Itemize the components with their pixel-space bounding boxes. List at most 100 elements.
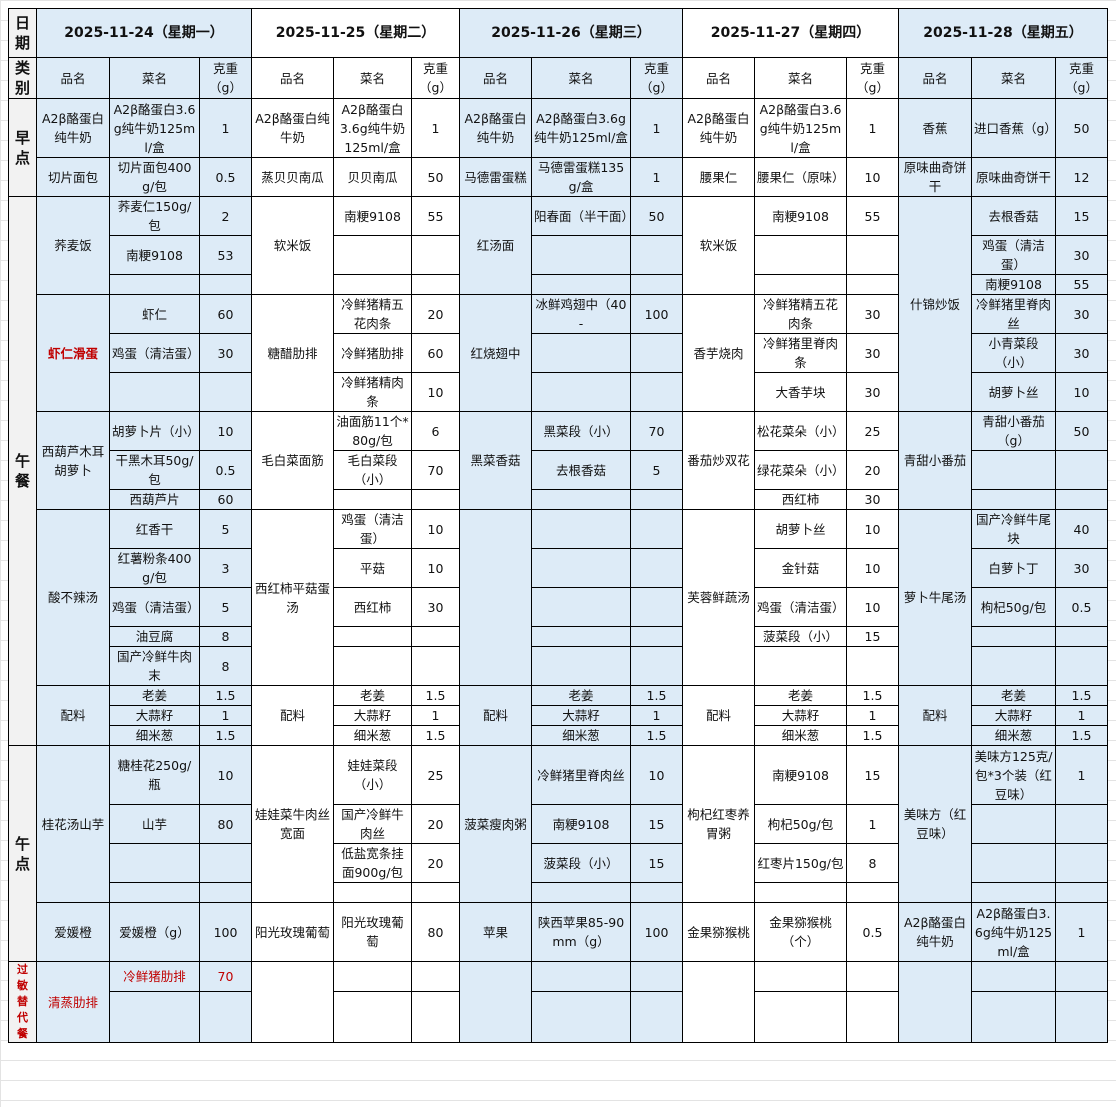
ingredient-name [971,991,1056,1043]
dish-name: 西葫芦木耳胡萝卜 [36,411,110,510]
ingredient-weight: 1.5 [1055,685,1108,706]
dish-name: 香蕉 [898,98,972,158]
ingredient-name: 胡萝卜丝 [754,509,847,549]
dish-name: 桂花汤山芋 [36,745,110,903]
column-header-dish: 品名 [459,57,532,99]
ingredient-weight: 10 [846,587,899,627]
ingredient-weight: 70 [630,411,683,451]
category-label: 日期 [8,8,37,58]
dish-name: 芙蓉鲜蔬汤 [682,509,755,686]
ingredient-name: 细米葱 [109,725,200,746]
table-row: 鸡蛋（清洁蛋） 30 冷鲜猪肋排 60 冷鲜猪里脊肉条 30 小青菜段（小） 30 [9,333,1108,373]
ingredient-weight [411,882,460,903]
ingredient-weight [630,587,683,627]
ingredient-name [531,626,631,647]
ingredient-weight: 1.5 [411,725,460,746]
dish-name: 虾仁滑蛋 [36,294,110,412]
ingredient-name: 细米葱 [531,725,631,746]
ingredient-name: 老姜 [333,685,412,706]
ingredient-weight [1055,450,1108,490]
ingredient-weight: 1.5 [846,685,899,706]
ingredient-name: 美味方125克/包*3个装（红豆味） [971,745,1056,805]
ingredient-weight: 50 [1055,411,1108,451]
ingredient-weight: 55 [846,196,899,236]
ingredient-weight: 30 [846,372,899,412]
ingredient-weight [199,843,252,883]
dish-name [459,961,532,1043]
ingredient-weight [630,489,683,510]
ingredient-name: 冷鲜猪里脊肉丝 [531,745,631,805]
ingredient-name: 大香芋块 [754,372,847,412]
ingredient-weight: 30 [411,587,460,627]
date-header: 2025-11-28（星期五） [898,8,1108,58]
ingredient-name: 鸡蛋（清洁蛋） [109,333,200,373]
ingredient-weight: 10 [846,509,899,549]
ingredient-weight: 1.5 [1055,725,1108,746]
ingredient-name [754,991,847,1043]
column-header-weight: 克重（g） [1055,57,1108,99]
dish-name: 爱媛橙 [36,902,110,962]
ingredient-name: 西红柿 [333,587,412,627]
ingredient-weight: 50 [1055,98,1108,158]
dish-name: 配料 [36,685,110,746]
category-label: 午餐 [8,196,37,746]
ingredient-name: 菠菜段（小） [531,843,631,883]
ingredient-name [109,274,200,295]
ingredient-name [333,489,412,510]
ingredient-weight: 10 [846,548,899,588]
ingredient-weight: 5 [630,450,683,490]
ingredient-name: 去根香菇 [971,196,1056,236]
ingredient-name: 冰鲜鸡翅中（40- [531,294,631,334]
ingredient-weight: 10 [199,745,252,805]
ingredient-name: A2β酪蛋白3.6g纯牛奶125ml/盒 [109,98,200,158]
ingredient-name: 细米葱 [754,725,847,746]
table-row: 西葫芦木耳胡萝卜 胡萝卜片（小） 10 毛白菜面筋 油面筋11个*80g/包 6 黑菜香菇黑… [9,411,1108,510]
ingredient-name [971,646,1056,686]
ingredient-weight [630,882,683,903]
ingredient-weight [411,489,460,510]
dish-name: 配料 [682,685,755,746]
date-header: 2025-11-25（星期二） [251,8,460,58]
ingredient-weight [1055,843,1108,883]
ingredient-name: 冷鲜猪精五花肉条 [754,294,847,334]
dish-name: A2β酪蛋白纯牛奶 [36,98,110,158]
column-header-weight: 克重（g） [199,57,252,99]
ingredient-name: 陕西苹果85-90mm（g） [531,902,631,962]
dish-name: 菠菜瘦肉粥 [459,745,532,903]
weekly-menu-table: 日期 2025-11-24（星期一） 2025-11-25（星期二） 2025-11-… [8,8,1108,1043]
ingredient-weight: 25 [846,411,899,451]
table-row: 油豆腐 8 菠菜段（小） 15 [9,626,1108,647]
ingredient-weight: 1.5 [630,685,683,706]
ingredient-weight: 30 [1055,333,1108,373]
dish-name: 配料 [251,685,334,746]
ingredient-weight [1055,489,1108,510]
category-label: 过敏替代餐 [8,961,37,1043]
ingredient-name [531,991,631,1043]
ingredient-weight: 30 [199,333,252,373]
dish-name: 配料 [459,685,532,746]
dish-name: 娃娃菜牛肉丝宽面 [251,745,334,903]
ingredient-name: 菠菜段（小） [754,626,847,647]
ingredient-name: 老姜 [754,685,847,706]
ingredient-name [754,235,847,275]
ingredient-weight: 1 [199,705,252,726]
ingredient-name: 老姜 [971,685,1056,706]
ingredient-name: 胡萝卜丝 [971,372,1056,412]
ingredient-weight: 60 [199,294,252,334]
dish-name: 香芋烧肉 [682,294,755,412]
column-header-dish: 品名 [682,57,755,99]
ingredient-weight: 1 [1055,902,1108,962]
ingredient-name: 干黑木耳50g/包 [109,450,200,490]
ingredient-name: 阳光玫瑰葡萄 [333,902,412,962]
column-header-item: 菜名 [754,57,847,99]
ingredient-weight [630,991,683,1043]
date-header: 2025-11-26（星期三） [459,8,683,58]
ingredient-weight: 10 [1055,372,1108,412]
dish-name: 腰果仁 [682,157,755,197]
table-row: 国产冷鲜牛肉末 8 [9,646,1108,686]
ingredient-name: 虾仁 [109,294,200,334]
ingredient-weight: 10 [630,745,683,805]
ingredient-weight: 12 [1055,157,1108,197]
table-row: 类别 品名 菜名 克重（g） 品名 菜名 克重（g） 品名 菜名 克重（g） 品名 菜名 克重（g） 品名… [8,57,1108,99]
ingredient-weight: 1 [411,705,460,726]
